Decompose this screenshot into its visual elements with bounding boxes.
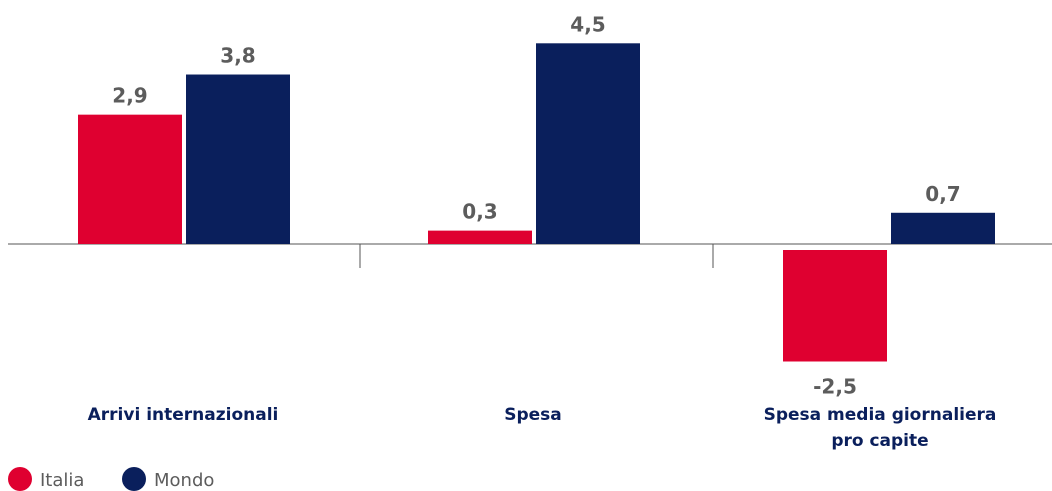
category-label-3-line-2: pro capite xyxy=(831,431,928,451)
legend-label-mondo: Mondo xyxy=(154,470,214,491)
category-label-1: Arrivi internazionali xyxy=(88,405,279,425)
data-label-italia-2: 0,3 xyxy=(462,200,497,224)
legend-label-italia: Italia xyxy=(40,470,84,491)
data-label-italia-1: 2,9 xyxy=(112,84,147,108)
bar-italia-2 xyxy=(428,230,532,244)
category-label-3-line-1: Spesa media giornaliera xyxy=(764,405,997,425)
data-label-mondo-1: 3,8 xyxy=(220,44,255,68)
category-label-2: Spesa xyxy=(504,405,562,425)
bar-italia-1 xyxy=(78,114,182,244)
legend-swatch-mondo xyxy=(122,467,146,491)
bar-mondo-1 xyxy=(186,74,290,245)
bar-mondo-3 xyxy=(891,212,995,244)
data-label-italia-3: -2,5 xyxy=(813,375,857,399)
data-label-mondo-3: 0,7 xyxy=(925,182,960,206)
data-label-mondo-2: 4,5 xyxy=(570,12,605,36)
bar-italia-3 xyxy=(783,250,887,362)
legend-swatch-italia xyxy=(8,467,32,491)
bar-mondo-2 xyxy=(536,43,640,244)
